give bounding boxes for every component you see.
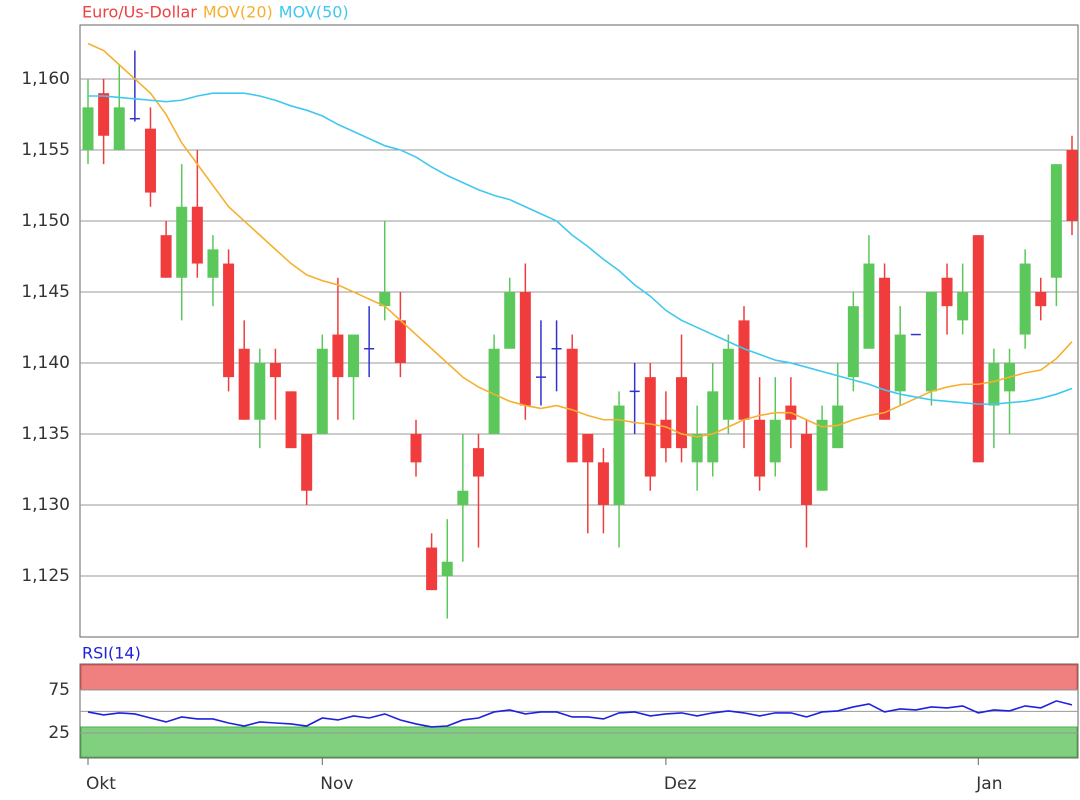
y-tick-label: 1,140 [21,353,70,373]
candle-body [582,433,594,463]
y-tick-label: 1,130 [21,495,70,515]
candle-body [644,377,656,477]
candle-body [191,206,203,264]
candle-body [972,235,984,463]
candle-body [925,291,937,392]
legend-entry: RSI(14) [82,644,141,663]
candle-body [176,206,188,278]
candle-body [410,433,422,463]
candle-body [1066,149,1078,221]
price-plot-area [79,24,1079,638]
y-tick-label: 25 [48,723,70,743]
candle-body [457,490,469,505]
candle-body [285,391,297,449]
candle-body [707,391,719,463]
y-tick-label: 1,150 [21,211,70,231]
x-tick-label: Nov [320,774,353,794]
candle-body [613,405,625,505]
candle-body [301,433,313,491]
y-tick-label: 75 [48,680,70,700]
candle-body [1050,164,1062,278]
candle-body [800,433,812,505]
x-tick-label: Dez [664,774,697,794]
candle-body [223,263,235,378]
legend-entry: MOV(50) [279,3,349,22]
x-tick-label: Okt [86,774,116,794]
y-tick-label: 1,145 [21,282,70,302]
y-tick-label: 1,155 [21,140,70,160]
candle-body [332,334,344,378]
candle-body [816,419,828,491]
x-tick-label: Jan [975,774,1002,794]
candle-body [254,362,266,420]
y-tick-label: 1,160 [21,69,70,89]
candle-body [722,348,734,420]
candle-body [597,462,609,505]
moving-average-line [87,42,1073,438]
candle-body [488,348,500,434]
candle-body [691,433,703,463]
candle-body [832,405,844,449]
y-tick-label: 1,125 [21,566,70,586]
candle-body [519,291,531,406]
rsi-line [87,700,1073,728]
candle-body [316,348,328,434]
candle-body [754,419,766,477]
candle-body [472,448,484,477]
candle-body [144,128,156,193]
candle-body [379,291,391,307]
candle-body [676,377,688,449]
candle-body [894,334,906,392]
candle-body [160,235,172,278]
candle-body [269,362,281,378]
candle-body [863,263,875,349]
candle-body [988,362,1000,406]
overbought-zone [80,664,1078,691]
y-tick-label: 1,135 [21,424,70,444]
candle-body [566,348,578,463]
moving-average-line [88,92,1073,405]
oversold-zone [80,726,1078,758]
candle-body [113,107,125,150]
candle-body [957,291,969,321]
candle-body [348,334,360,378]
candle-body [1019,263,1031,335]
legend-entry: MOV(20) [203,3,273,22]
candle-body [441,561,453,576]
candle-body [1035,291,1047,307]
legend-entry: Euro/Us-Dollar [82,3,197,22]
candle-body [769,419,781,463]
candle-body [394,320,406,363]
candle-body [738,320,750,420]
candle-body [660,419,672,449]
candle-body [82,107,94,150]
candle-body [504,291,516,349]
candle-body [847,306,859,378]
candle-body [426,547,438,591]
candle-body [207,249,219,278]
candle-body [879,277,891,420]
candle-body [98,93,110,136]
candle-body [238,348,250,420]
candle-body [941,277,953,307]
